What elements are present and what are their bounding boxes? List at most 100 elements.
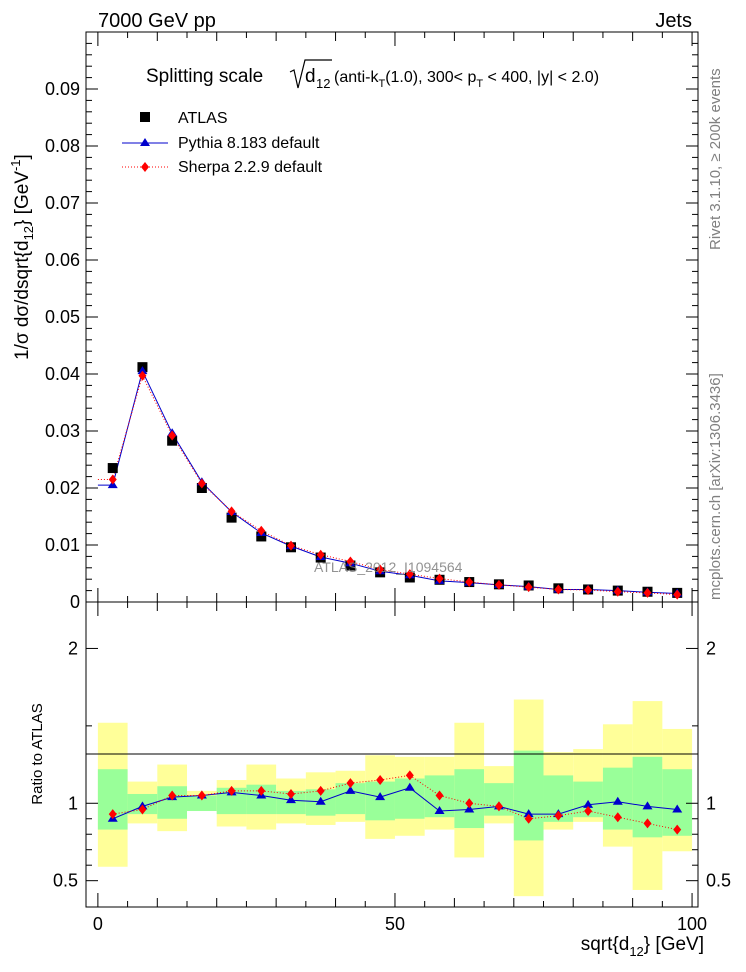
atlas-point bbox=[256, 531, 267, 542]
sherpa-point bbox=[524, 582, 533, 593]
ratio-sherpa-point bbox=[376, 775, 385, 786]
y-tick-label: 0.08 bbox=[45, 136, 80, 156]
sherpa-point bbox=[286, 540, 295, 551]
sherpa-point bbox=[376, 564, 385, 575]
main-y-ticks: 0 0.01 0.02 0.03 0.04 0.05 0.06 0.07 0.08 0.09 bbox=[45, 42, 698, 612]
ratio-pythia-point bbox=[612, 796, 623, 805]
y-tick-label: 0.07 bbox=[45, 193, 80, 213]
rivet-label: Rivet 3.1.10, ≥ 200k events bbox=[707, 68, 724, 250]
ratio-pythia-point bbox=[464, 804, 475, 813]
sherpa-point bbox=[584, 585, 593, 596]
ratio-sherpa-point bbox=[405, 770, 414, 781]
ratio-pythia-point bbox=[345, 785, 356, 794]
sherpa-point bbox=[138, 370, 147, 381]
y-tick-label: 0.02 bbox=[45, 478, 80, 498]
x-ticks: 0 50 100 bbox=[93, 32, 707, 934]
ratio-pythia-point bbox=[375, 792, 386, 801]
sherpa-point bbox=[554, 584, 563, 595]
y-tick-label: 0.06 bbox=[45, 250, 80, 270]
title-var: d bbox=[305, 66, 316, 87]
ratio-panel: 0.5 0.5 1 12 2 0 50 100 Ratio to ATLAS sqrt{d1… bbox=[29, 32, 731, 959]
ratio-sherpa-point bbox=[197, 790, 206, 801]
ratio-series bbox=[107, 770, 683, 835]
ratio-sherpa-point bbox=[584, 806, 593, 817]
x-tick-label: 50 bbox=[385, 914, 405, 934]
y-tick-label: 0.04 bbox=[45, 364, 80, 384]
ratio-sherpa-point bbox=[346, 778, 355, 789]
x-axis-label: sqrt{d12} [GeV] bbox=[581, 934, 704, 959]
mcplots-label: mcplots.cern.ch [arXiv:1306.3436] bbox=[707, 373, 724, 600]
sherpa-point bbox=[168, 430, 177, 441]
x-tick-label: 100 bbox=[677, 914, 707, 934]
sherpa-point bbox=[465, 577, 474, 588]
y-tick-label: 0 bbox=[70, 592, 80, 612]
ratio-frame bbox=[85, 601, 699, 908]
legend-sherpa-label: Sherpa 2.2.9 default bbox=[178, 159, 323, 176]
legend-item-sherpa: Sherpa 2.2.9 default bbox=[122, 159, 323, 176]
legend-atlas-label: ATLAS bbox=[178, 110, 228, 127]
sherpa-point bbox=[643, 587, 652, 598]
sherpa-point bbox=[257, 525, 266, 536]
ratio-sherpa-point bbox=[435, 790, 444, 801]
y-tick-label: 0.05 bbox=[45, 307, 80, 327]
ratio-pythia-point bbox=[285, 795, 296, 804]
energy-label: 7000 GeV pp bbox=[98, 10, 216, 32]
legend-pythia-label: Pythia 8.183 default bbox=[178, 135, 320, 152]
legend-item-pythia: Pythia 8.183 default bbox=[122, 135, 320, 152]
ratio-pythia-point bbox=[523, 809, 534, 818]
sherpa-point bbox=[673, 589, 682, 600]
sherpa-point bbox=[197, 478, 206, 489]
ratio-pythia-point bbox=[672, 804, 683, 813]
sherpa-point bbox=[108, 474, 117, 485]
main-ylabel: 1/σ dσ/dsqrt{d12} [GeV-1] bbox=[8, 154, 36, 360]
ratio-y-tick-label-right: 2 bbox=[706, 638, 716, 658]
y-tick-label: 0.09 bbox=[45, 79, 80, 99]
sherpa-point bbox=[405, 569, 414, 580]
pythia-point bbox=[137, 366, 148, 375]
sherpa-point bbox=[435, 573, 444, 584]
ratio-ylabel: Ratio to ATLAS bbox=[29, 703, 46, 804]
main-title: Splitting scale bbox=[146, 66, 263, 87]
sqrt-symbol bbox=[289, 59, 332, 89]
svg-text:1/σ dσ/dsqrt{d12} [GeV-1]: 1/σ dσ/dsqrt{d12} [GeV-1] bbox=[8, 154, 36, 360]
ratio-y-tick-label: 1 bbox=[68, 793, 78, 813]
category-label: Jets bbox=[655, 10, 692, 32]
title-rest: (anti-kT(1.0), 300< pT < 400, |y| < 2.0) bbox=[334, 69, 599, 90]
ratio-band-stat bbox=[513, 750, 544, 841]
title-prefix: Splitting scale bbox=[146, 66, 263, 87]
title-var-sub: 12 bbox=[316, 76, 330, 91]
ratio-sherpa-point bbox=[286, 788, 295, 799]
atlas-point bbox=[226, 512, 237, 523]
ratio-sherpa-point bbox=[465, 798, 474, 809]
ratio-pythia-point bbox=[642, 801, 653, 810]
ratio-sherpa-point bbox=[108, 809, 117, 820]
ratio-sherpa-point bbox=[643, 818, 652, 829]
ratio-sherpa-line bbox=[112, 774, 678, 831]
atlas-point bbox=[107, 463, 118, 474]
ratio-sherpa-point bbox=[554, 810, 563, 821]
atlas-point bbox=[167, 435, 178, 446]
ratio-band-stat bbox=[187, 795, 217, 812]
sherpa-point bbox=[316, 549, 325, 560]
ratio-sherpa-point bbox=[673, 824, 682, 835]
watermark: ATLAS_2012_I1094564 bbox=[314, 559, 463, 575]
ratio-y-tick-label-right: 0.5 bbox=[706, 871, 731, 891]
ratio-pythia-line bbox=[112, 787, 678, 820]
sherpa-point bbox=[494, 579, 503, 590]
ratio-y-tick-label: 0.5 bbox=[53, 871, 78, 891]
legend: ATLAS Pythia 8.183 default Sherpa 2.2.9 … bbox=[122, 110, 323, 176]
ratio-sherpa-point bbox=[227, 785, 236, 796]
y-tick-label: 0.01 bbox=[45, 535, 80, 555]
ratio-band-stat bbox=[365, 781, 395, 821]
ratio-sherpa-point bbox=[524, 813, 533, 824]
ratio-sherpa-point bbox=[316, 785, 325, 796]
ratio-pythia-point bbox=[315, 796, 326, 805]
sherpa-point bbox=[613, 586, 622, 597]
ratio-sherpa-point bbox=[168, 790, 177, 801]
legend-pythia-marker bbox=[140, 138, 150, 146]
y-tick-label: 0.03 bbox=[45, 421, 80, 441]
sherpa-point bbox=[227, 506, 236, 517]
x-tick-label: 0 bbox=[93, 914, 103, 934]
main-panel: 0 0.01 0.02 0.03 0.04 0.05 0.06 0.07 0.08 0.09 AT… bbox=[8, 31, 699, 612]
